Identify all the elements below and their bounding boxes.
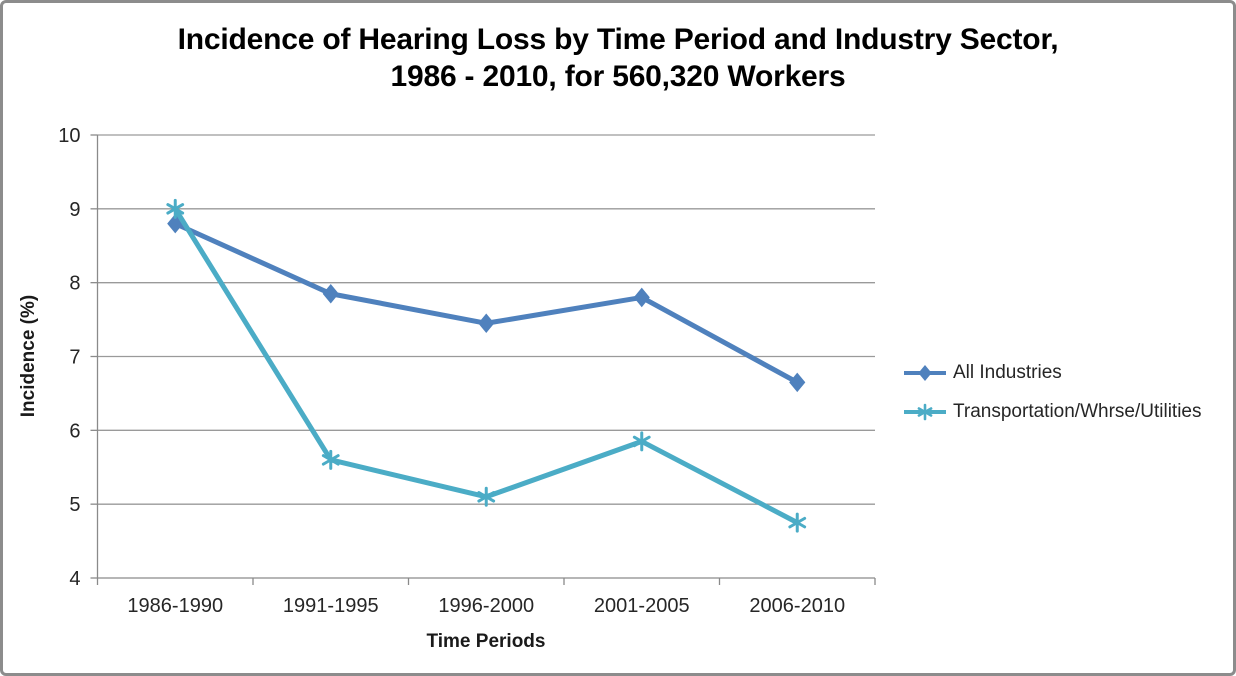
chart-title-line1: Incidence of Hearing Loss by Time Period… [177, 23, 1059, 56]
chart-title-line2: 1986 - 2010, for 560,320 Workers [390, 60, 846, 93]
svg-text:4: 4 [69, 568, 80, 590]
series-0-line [167, 213, 806, 393]
svg-text:7: 7 [69, 347, 80, 369]
series-1-line [166, 198, 807, 533]
svg-text:10: 10 [58, 125, 80, 147]
svg-text:2001-2005: 2001-2005 [594, 595, 690, 617]
legend-item-all-industries: All Industries [903, 362, 1201, 384]
x-tick-labels: 1986-1990 1991-1995 1996-2000 2001-2005 2006… [127, 595, 845, 617]
legend-item-transportation: Transportation/Whrse/Utilities [903, 401, 1201, 423]
svg-text:9: 9 [69, 199, 80, 221]
legend-label-transportation: Transportation/Whrse/Utilities [953, 401, 1202, 422]
chart-title: Incidence of Hearing Loss by Time Period… [0, 21, 1236, 95]
y-tick-labels: 4 5 6 7 8 9 10 [58, 125, 80, 590]
svg-text:1986-1990: 1986-1990 [127, 595, 223, 617]
svg-text:1991-1995: 1991-1995 [283, 595, 379, 617]
svg-text:6: 6 [69, 420, 80, 442]
line-diamond-marker-icon [904, 364, 946, 382]
legend-label-all-industries: All Industries [953, 362, 1062, 383]
svg-text:1996-2000: 1996-2000 [438, 595, 534, 617]
axes [90, 134, 876, 585]
legend: All Industries Transportation/Whrse/Util… [903, 362, 1201, 423]
svg-text:8: 8 [69, 273, 80, 295]
line-asterisk-marker-icon [904, 403, 946, 421]
svg-text:2006-2010: 2006-2010 [749, 595, 845, 617]
x-axis-title: Time Periods [426, 631, 546, 652]
y-axis-title: Incidence (%) [18, 294, 39, 418]
svg-text:5: 5 [69, 494, 80, 516]
